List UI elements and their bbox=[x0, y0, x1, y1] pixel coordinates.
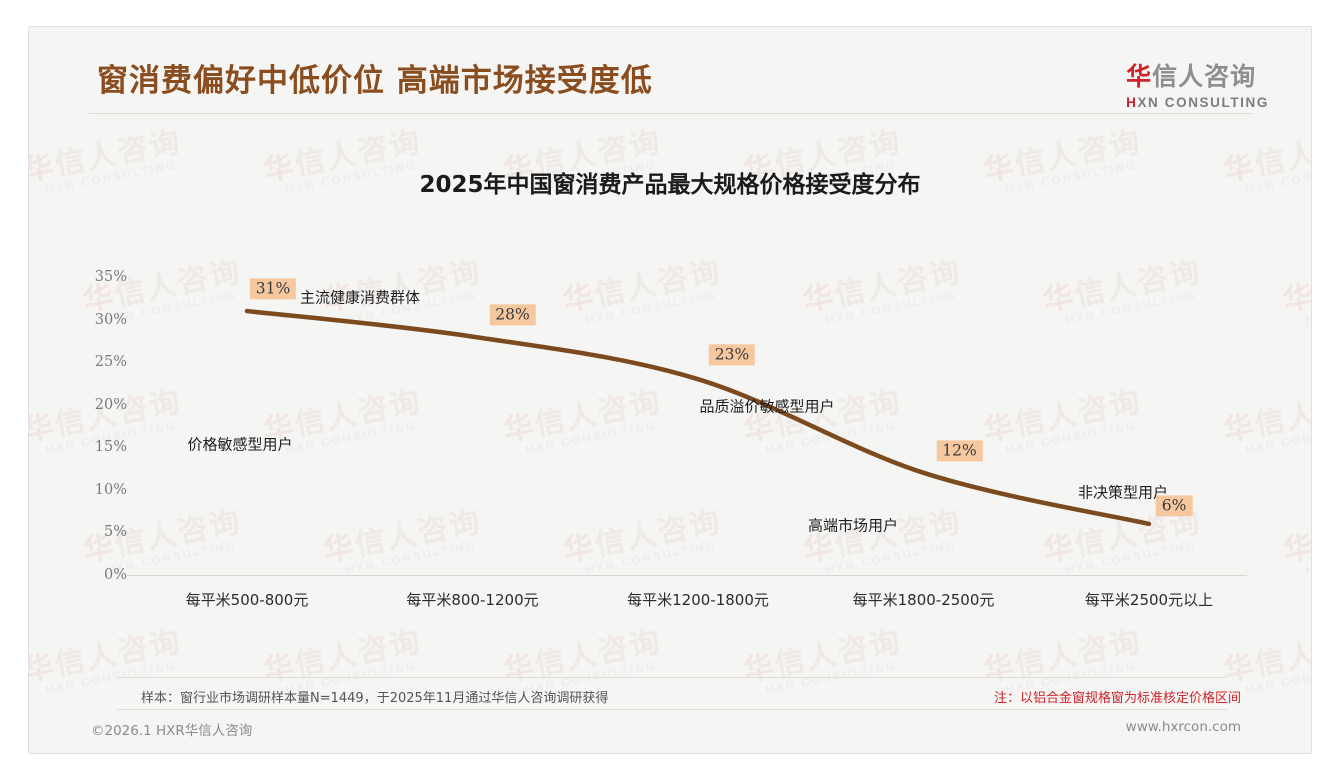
y-axis-tick-label: 30% bbox=[94, 311, 127, 328]
x-axis-category-label: 每平米800-1200元 bbox=[406, 591, 539, 609]
data-point-label: 6% bbox=[1155, 495, 1193, 517]
y-axis-tick-label: 15% bbox=[94, 439, 127, 456]
y-axis-tick-label: 25% bbox=[94, 354, 127, 371]
logo-en-accent: H bbox=[1126, 95, 1138, 110]
chart-annotation: 主流健康消费群体 bbox=[299, 288, 421, 307]
line-chart: 35% 30% 25% 20% 15% 10% 5% 0% 每平米500-800元 每平米800-… bbox=[29, 27, 1311, 753]
x-axis-category-label: 每平米1200-1800元 bbox=[627, 591, 769, 609]
data-point-label: 28% bbox=[489, 303, 536, 326]
chart-series-svg bbox=[244, 308, 1152, 527]
slide-header: 窗消费偏好中低价位 高端市场接受度低 华信人咨询 HXN CONSULTING bbox=[29, 27, 1311, 127]
data-point-label: 31% bbox=[249, 278, 297, 300]
y-axis-tick-label: 0% bbox=[103, 567, 127, 583]
data-point-label: 23% bbox=[708, 344, 756, 366]
copyright-text: ©2026.1 HXR华信人咨询 bbox=[91, 723, 253, 739]
logo-rest-chars: 信人咨询 bbox=[1152, 62, 1257, 91]
footer-divider-bottom bbox=[117, 709, 1227, 710]
header-divider bbox=[89, 113, 1251, 114]
logo-accent-char: 华 bbox=[1126, 62, 1153, 91]
chart-title: 2025年中国窗消费产品最大规格价格接受度分布 bbox=[419, 172, 921, 198]
page-title: 窗消费偏好中低价位 高端市场接受度低 bbox=[97, 63, 653, 99]
chart-annotation: 非决策型用户 bbox=[1077, 483, 1169, 502]
footer-red-note: 注：以铝合金窗规格窗为标准核定价格区间 bbox=[993, 691, 1241, 706]
x-axis-category-label: 每平米2500元以上 bbox=[1084, 591, 1214, 609]
x-axis-line bbox=[127, 575, 1247, 576]
y-axis-tick-label: 20% bbox=[94, 396, 127, 413]
chart-annotation: 品质溢价敏感型用户 bbox=[699, 397, 835, 416]
logo-en-rest: XN CONSULTING bbox=[1137, 95, 1269, 110]
x-axis-category-label: 每平米500-800元 bbox=[185, 591, 309, 609]
website-url[interactable]: www.hxrcon.com bbox=[1125, 719, 1241, 735]
footer-sample-note: 样本：窗行业市场调研样本量N=1449，于2025年11月通过华信人咨询调研获得 bbox=[141, 691, 609, 706]
slide-canvas: 华信人咨询 HXN CONSULTING 华信人咨询 HXN CONSULTING 华信… bbox=[28, 26, 1312, 754]
y-axis-tick-label: 10% bbox=[94, 481, 127, 498]
chart-annotation: 高端市场用户 bbox=[807, 516, 899, 535]
chart-annotation: 价格敏感型用户 bbox=[187, 435, 293, 454]
series-line bbox=[244, 308, 1152, 527]
company-logo: 华信人咨询 HXN CONSULTING bbox=[1126, 57, 1269, 110]
x-axis-category-label: 每平米1800-2500元 bbox=[852, 591, 995, 609]
y-axis-tick-label: 35% bbox=[94, 269, 127, 285]
logo-chinese-text: 华信人咨询 bbox=[1126, 57, 1269, 93]
footer-divider-top bbox=[117, 677, 1227, 678]
data-point-label: 12% bbox=[936, 440, 983, 462]
logo-english-text: HXN CONSULTING bbox=[1126, 95, 1269, 110]
y-axis-tick-label: 5% bbox=[103, 524, 127, 541]
